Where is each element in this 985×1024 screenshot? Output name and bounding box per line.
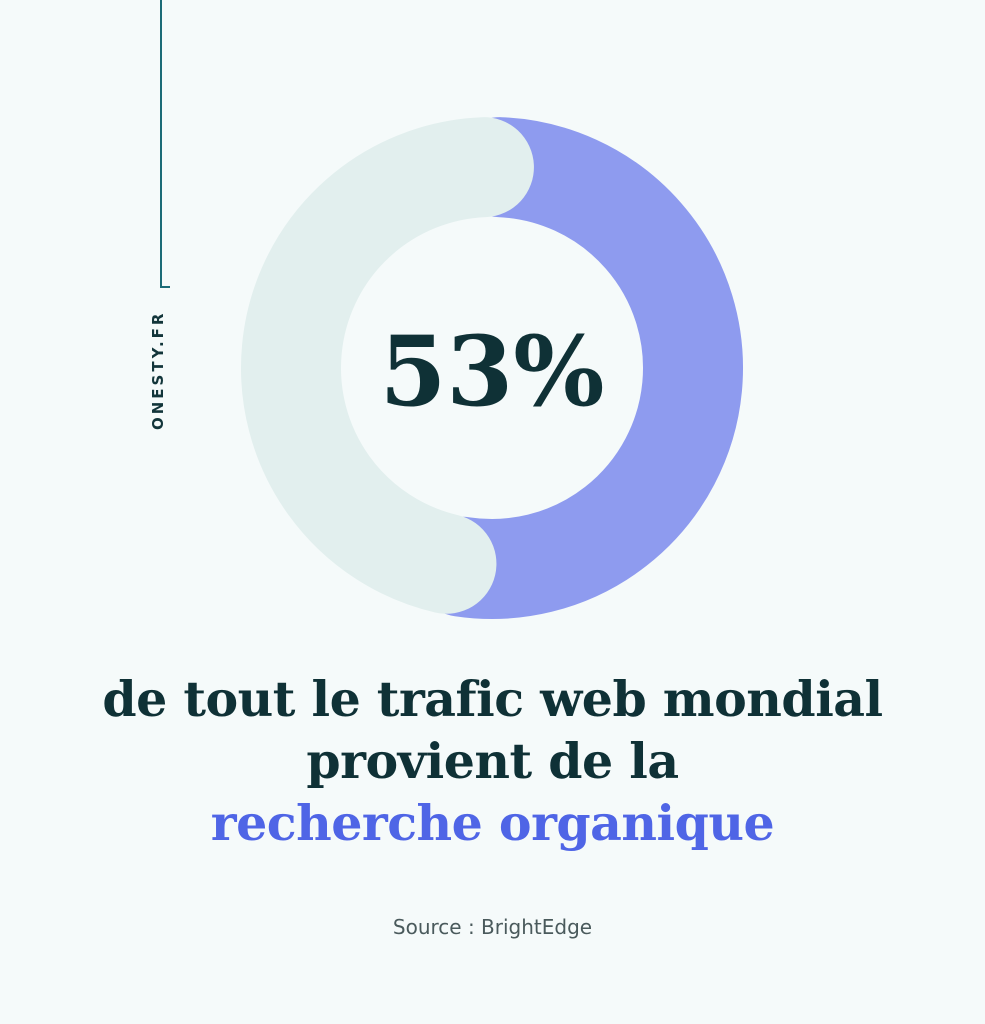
- brand-tick-mark: [160, 286, 170, 288]
- brand-vertical-line: [160, 0, 162, 287]
- caption-line-highlight: recherche organique: [210, 794, 775, 852]
- center-value-label: 53%: [380, 315, 605, 428]
- source-note: Source : BrightEdge: [392, 915, 593, 939]
- caption-line-2: provient de la: [306, 732, 679, 790]
- caption-line-1: de tout le trafic web mondial: [102, 670, 883, 728]
- donut-slice-2: [241, 117, 534, 614]
- caption: de tout le trafic web mondial provient d…: [0, 668, 985, 854]
- donut-slice-1: [412, 117, 743, 619]
